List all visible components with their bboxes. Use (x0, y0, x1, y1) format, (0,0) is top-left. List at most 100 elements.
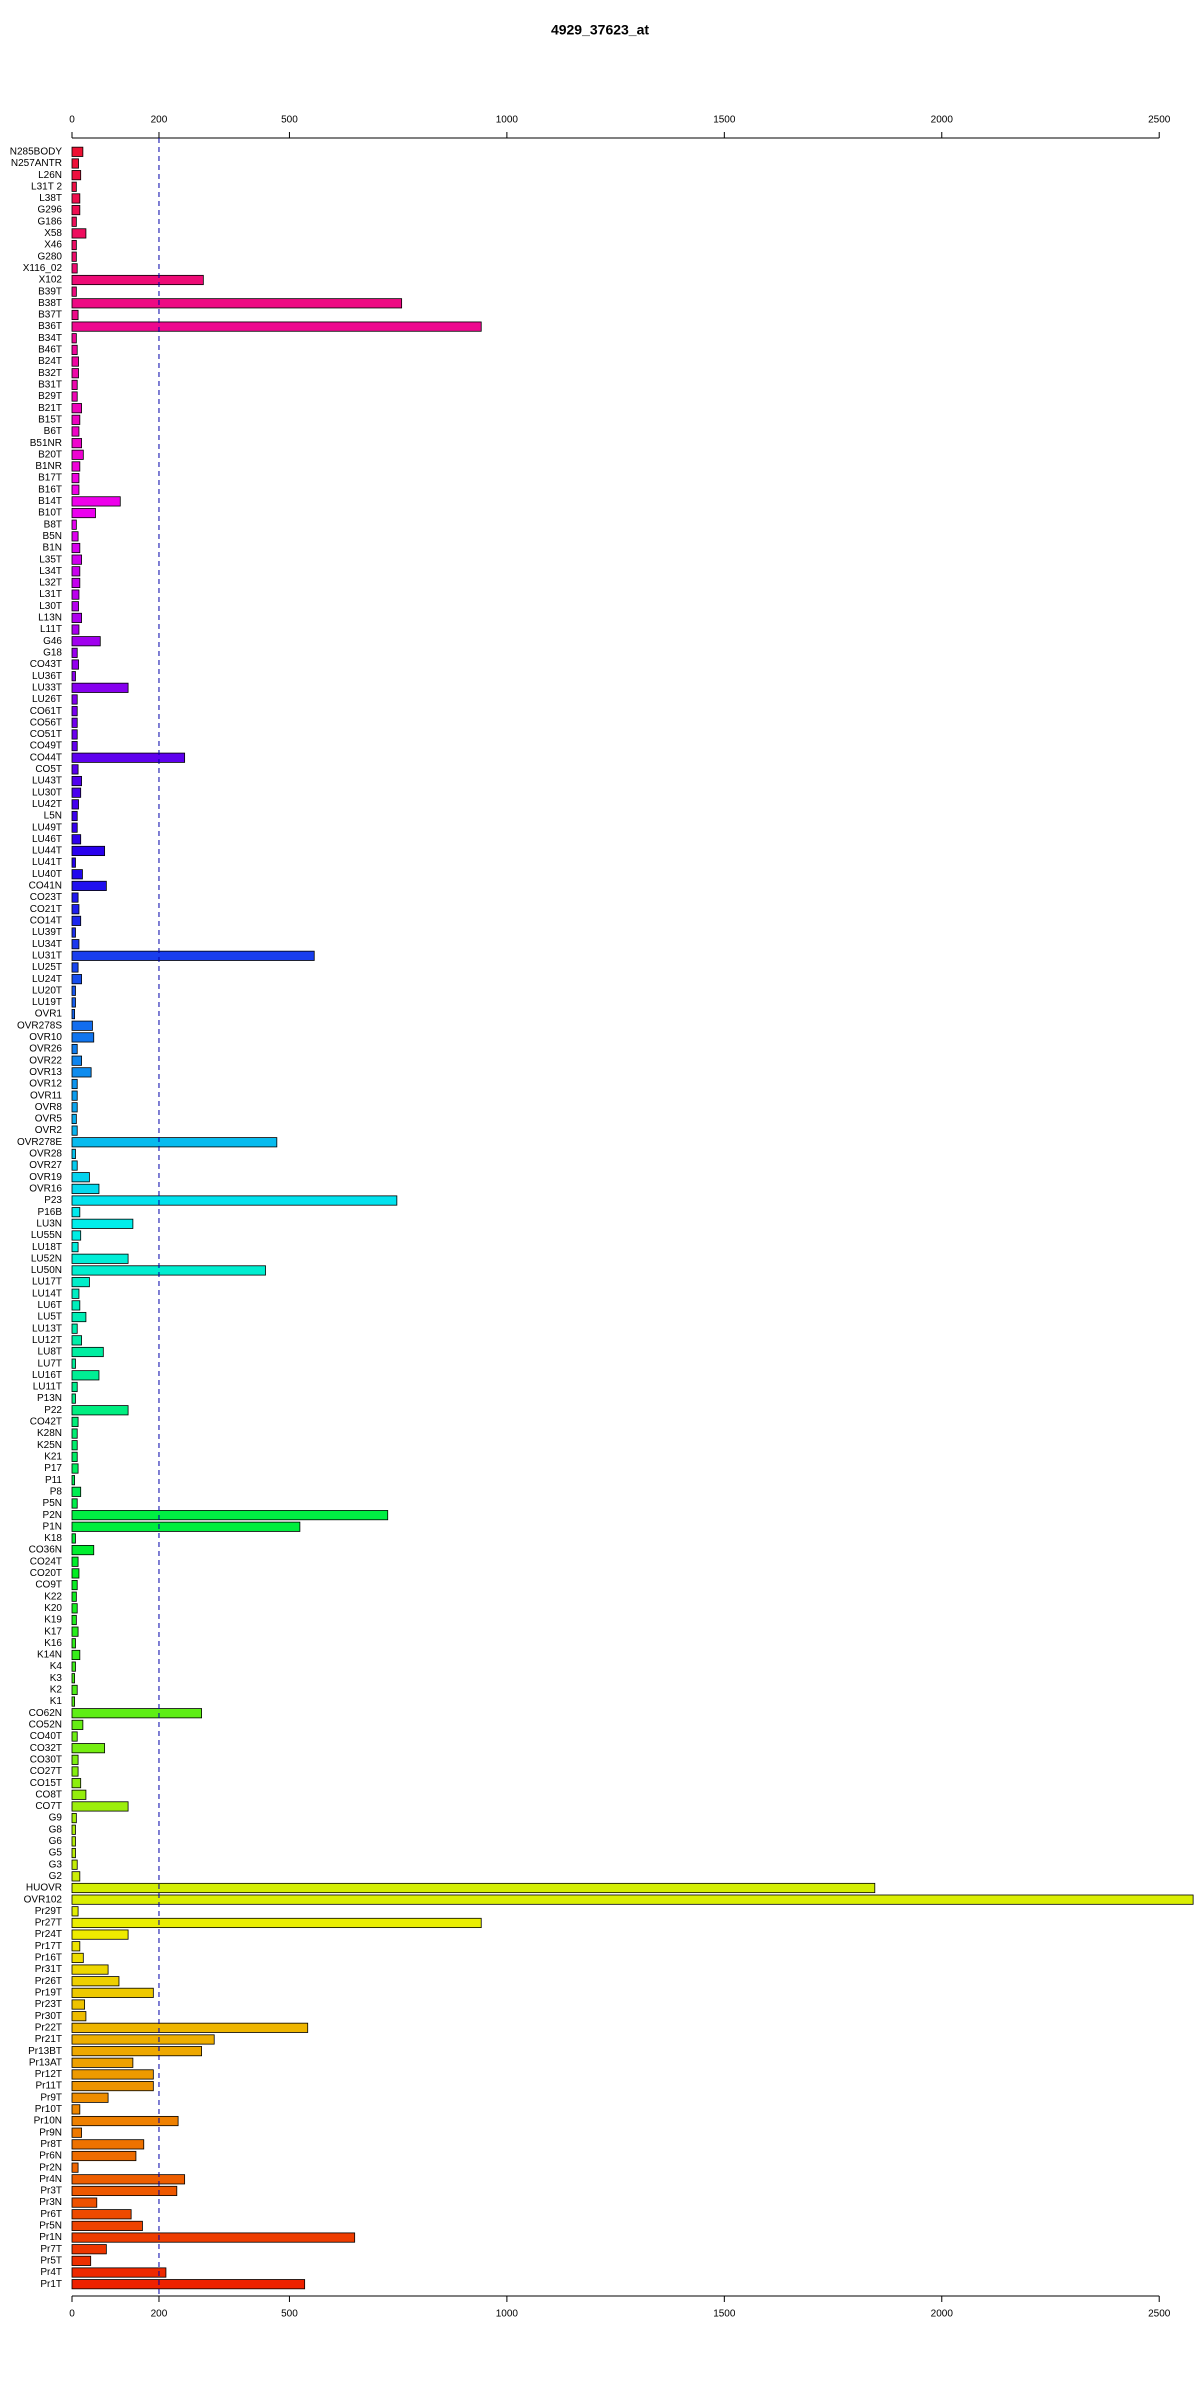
y-tick-label: OVR278S (17, 1020, 62, 1031)
y-tick-label: LU26T (32, 694, 62, 705)
bar (71, 1847, 76, 1859)
bar (71, 1183, 100, 1194)
y-tick-label: LU40T (32, 869, 62, 880)
y-tick-label: LU36T (32, 671, 62, 682)
bar (71, 1673, 76, 1684)
bar (71, 2104, 81, 2115)
y-tick-label: LU3N (36, 1218, 62, 1229)
bar (71, 2011, 87, 2022)
bar (71, 1766, 79, 1777)
bar (71, 1964, 109, 1975)
y-tick-label: CO52N (29, 1720, 62, 1731)
y-tick-label: CO15T (30, 1778, 62, 1789)
bar (71, 671, 76, 682)
y-tick-label: CO40T (30, 1731, 62, 1742)
y-tick-label: CO49T (30, 741, 62, 752)
y-tick-label: OVR28 (29, 1149, 62, 1160)
bar (71, 1009, 76, 1020)
y-tick-label: Pr16T (35, 1953, 62, 1964)
bar (71, 1882, 876, 1894)
y-tick-label: Pr17T (35, 1941, 62, 1952)
bar (71, 1230, 82, 1241)
bar (71, 438, 82, 449)
y-tick-label: Pr13AT (29, 2057, 62, 2068)
y-tick-label: B21T (38, 403, 62, 414)
bar (71, 1696, 76, 1707)
bar (71, 2244, 107, 2255)
bar (71, 298, 403, 309)
bar (71, 158, 79, 169)
bar (71, 170, 82, 181)
y-tick-label: LU42T (32, 799, 62, 810)
y-tick-label: K18 (44, 1533, 62, 1544)
y-tick-label: G8 (49, 1824, 63, 1835)
y-tick-label: OVR102 (24, 1894, 63, 1905)
y-tick-label: G9 (49, 1813, 63, 1824)
bar (71, 647, 78, 658)
bar (71, 2069, 154, 2080)
y-tick-label: G18 (43, 648, 62, 659)
bar (71, 473, 80, 484)
bar (71, 985, 76, 996)
bar (71, 741, 78, 752)
y-tick-label: K3 (50, 1673, 63, 1684)
y-tick-label: Pr27T (35, 1918, 62, 1929)
y-tick-label: CO32T (30, 1743, 62, 1754)
y-tick-label: Pr2N (39, 2162, 62, 2173)
y-tick-label: OVR8 (35, 1102, 63, 1113)
bar (71, 1195, 398, 1206)
y-tick-label: LU52N (31, 1253, 62, 1264)
bar (71, 193, 81, 204)
y-tick-label: CO43T (30, 659, 62, 670)
bar (71, 1323, 78, 1334)
bar (71, 1510, 389, 1521)
y-tick-label: Pr5N (39, 2221, 62, 2232)
y-tick-label: LU11T (33, 1382, 62, 1393)
bar (71, 1463, 79, 1474)
bar (71, 1941, 81, 1952)
bar (71, 1708, 202, 1719)
x-tick-label: 200 (151, 115, 168, 126)
y-tick-label: L31T 2 (31, 181, 62, 192)
bar (71, 799, 79, 810)
y-tick-label: Pr26T (35, 1976, 62, 1987)
y-tick-label: P17 (44, 1463, 62, 1474)
bar (71, 1871, 81, 1882)
bar (71, 228, 87, 239)
bar (71, 403, 82, 414)
y-tick-label: LU14T (32, 1288, 62, 1299)
y-tick-label: Pr6N (39, 2151, 62, 2162)
bar (71, 2220, 143, 2231)
bar (71, 309, 79, 321)
bar (71, 997, 76, 1008)
y-tick-label: CO61T (30, 706, 62, 717)
y-tick-label: Pr24T (35, 1929, 62, 1940)
bar (71, 2092, 109, 2103)
y-tick-label: B8T (44, 519, 62, 530)
y-tick-label: CO36N (29, 1545, 62, 1556)
bar (71, 391, 78, 402)
y-tick-label: Pr13BT (28, 2046, 62, 2057)
bar (71, 1032, 95, 1043)
bar (71, 706, 78, 717)
bar (71, 752, 186, 763)
y-tick-label: CO30T (30, 1754, 62, 1765)
y-tick-label: LU30T (32, 787, 62, 798)
y-tick-label: Pr4T (40, 2267, 62, 2278)
y-tick-label: B20T (38, 449, 62, 460)
y-tick-label: L31T (39, 589, 62, 600)
bar (71, 2185, 178, 2197)
y-tick-label: P2N (43, 1510, 62, 1521)
y-tick-label: P1N (43, 1521, 62, 1532)
bar (71, 1346, 104, 1358)
bar (71, 333, 77, 344)
y-tick-label: G6 (49, 1836, 63, 1847)
y-tick-label: K14N (37, 1650, 62, 1661)
y-tick-label: CO20T (30, 1568, 62, 1579)
y-tick-label: K2 (50, 1685, 63, 1696)
y-tick-label: LU7T (38, 1358, 62, 1369)
bar (71, 1207, 81, 1218)
bar (71, 694, 78, 705)
bar (71, 344, 78, 355)
y-tick-label: Pr8T (40, 2139, 62, 2150)
